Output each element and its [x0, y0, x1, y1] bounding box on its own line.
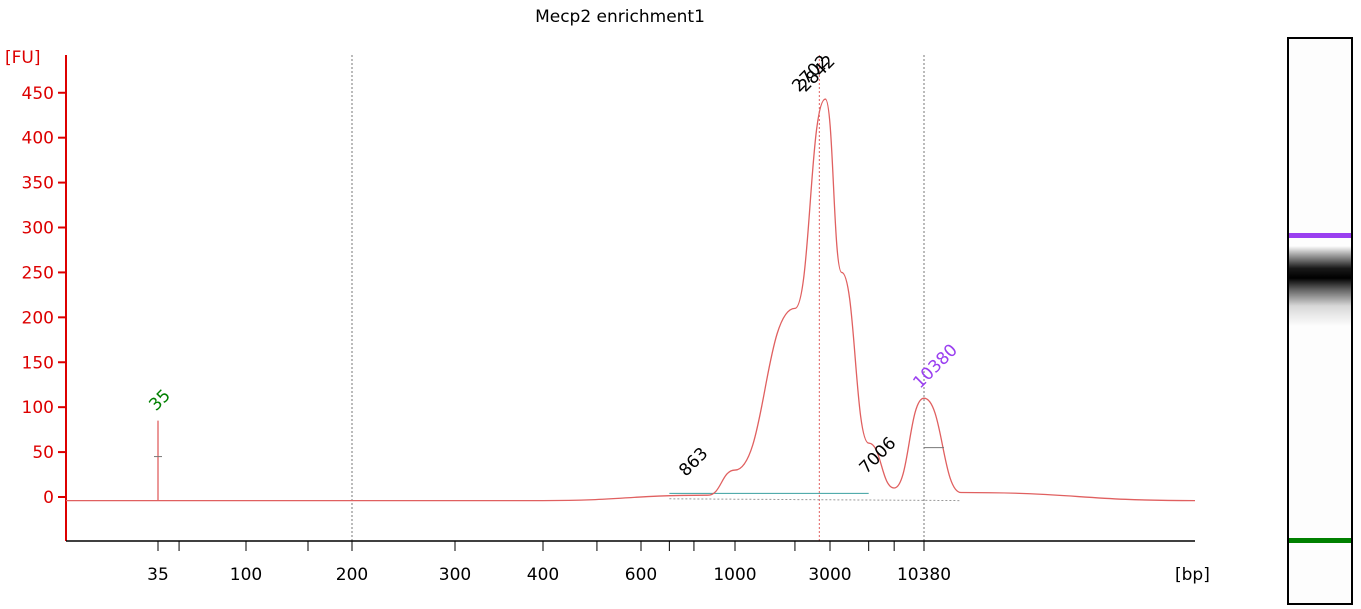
y-tick-label: 100 [22, 398, 54, 418]
y-tick-label: 0 [43, 488, 54, 508]
peak-label: 10380 [909, 340, 961, 392]
y-tick-label: 350 [22, 174, 54, 194]
gel-band-lower-marker [1289, 537, 1351, 543]
y-tick-label: 250 [22, 263, 54, 283]
x-tick-label: 35 [147, 565, 169, 585]
x-tick-label: 400 [527, 565, 559, 585]
peak-label: 7006 [856, 433, 901, 478]
y-tick-label: 300 [22, 219, 54, 239]
x-tick-label: 100 [230, 565, 262, 585]
integration-baseline [669, 498, 962, 502]
grid [351, 55, 925, 541]
x-tick-label: 1000 [713, 565, 756, 585]
trace [65, 98, 1196, 502]
axes: 0 50 100 150 200 250 300 350 400 450 35 100 200 300 40… [22, 55, 1195, 585]
peak-label: 35 [145, 386, 174, 415]
y-tick-label: 400 [22, 129, 54, 149]
x-axis-label: [bp] [1175, 565, 1210, 585]
series-line [65, 98, 1196, 502]
y-tick-label: 450 [22, 84, 54, 104]
x-tick-label: 600 [625, 565, 657, 585]
x-tick-label: 200 [336, 565, 368, 585]
chart-title: Mecp2 enrichment1 [535, 7, 705, 27]
x-tick-label: 3000 [808, 565, 851, 585]
x-tick-label: 300 [439, 565, 471, 585]
gel-band-sample-band [1289, 245, 1351, 326]
y-tick-label: 150 [22, 353, 54, 373]
y-tick-label: 200 [22, 308, 54, 328]
gel-band-upper-marker [1289, 233, 1351, 239]
peak-label: 863 [675, 444, 712, 481]
y-tick-label: 50 [32, 443, 54, 463]
x-tick-label: 10380 [897, 565, 951, 585]
gel-lane [1287, 37, 1353, 605]
y-axis-label: [FU] [5, 48, 41, 68]
